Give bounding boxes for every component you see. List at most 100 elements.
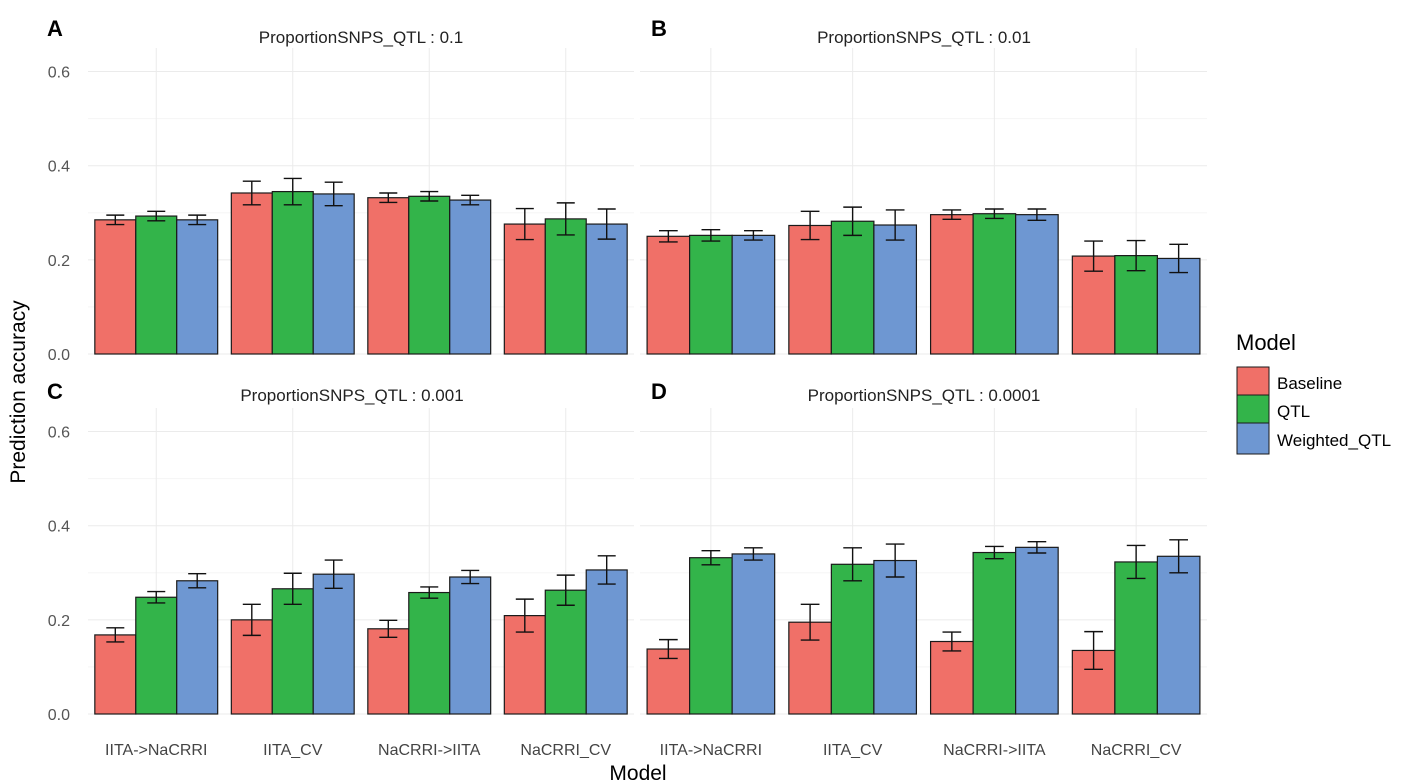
error-bar-baseline-nacrri-cv xyxy=(515,598,534,633)
y-tick-label: 0.2 xyxy=(48,613,70,630)
y-tick-label: 0.6 xyxy=(48,65,70,82)
error-bar-weighted-qtl-nacrri-iita xyxy=(1027,540,1047,554)
panel-title: ProportionSNPS_QTL : 0.1 xyxy=(259,28,463,47)
error-bar-baseline-nacrri-iita xyxy=(379,619,398,638)
error-bar-baseline-iita-cv xyxy=(800,210,820,241)
x-tick-label: IITA->NaCRRI xyxy=(660,742,762,759)
error-bar-qtl-iita-cv xyxy=(283,177,302,206)
bar-weighted-qtl-iita-cv xyxy=(873,559,918,715)
error-bar-weighted-qtl-nacrri-iita xyxy=(461,194,480,206)
bar-qtl-iita-nacrri xyxy=(689,234,733,355)
error-bar-baseline-nacrri-iita xyxy=(379,192,398,204)
x-tick-label: IITA_CV xyxy=(823,742,883,759)
error-bar-baseline-iita-cv xyxy=(242,180,261,206)
bar-baseline-nacrri-iita xyxy=(367,197,410,355)
error-bar-baseline-nacrri-iita xyxy=(942,631,962,652)
bar-qtl-nacrri-iita xyxy=(972,551,1017,715)
error-bar-weighted-qtl-nacrri-iita xyxy=(1027,208,1047,222)
bar-qtl-nacrri-cv xyxy=(1114,255,1158,355)
error-bar-qtl-iita-nacrri xyxy=(147,590,166,604)
panel-title: ProportionSNPS_QTL : 0.001 xyxy=(240,386,463,405)
legend-entry-qtl: QTL xyxy=(1236,394,1310,427)
bar-qtl-nacrri-cv xyxy=(544,589,587,715)
error-bar-qtl-iita-cv xyxy=(843,547,862,582)
error-bar-weighted-qtl-iita-nacrri xyxy=(744,229,763,241)
error-bar-weighted-qtl-nacrri-cv xyxy=(1169,243,1189,274)
error-bar-weighted-qtl-iita-nacrri xyxy=(188,573,207,589)
x-tick-label: IITA_CV xyxy=(263,742,323,759)
bar-qtl-iita-nacrri xyxy=(135,215,178,355)
error-bar-qtl-iita-nacrri xyxy=(701,229,721,242)
panel-c: 0.0 0.2 0.4 0.6 IITA->NaCRRI IITA_CV NaCRRI->I… xyxy=(47,379,634,759)
bar-weighted-qtl-nacrri-cv xyxy=(1156,257,1201,355)
y-tick-label: 0.2 xyxy=(48,253,70,270)
error-bar-qtl-iita-cv xyxy=(843,206,862,237)
bar-qtl-nacrri-iita xyxy=(408,195,451,355)
error-bar-weighted-qtl-iita-nacrri xyxy=(744,547,763,561)
bar-qtl-iita-cv xyxy=(830,563,875,715)
panel-letter: C xyxy=(47,379,63,404)
legend-label-baseline: Baseline xyxy=(1277,374,1342,393)
x-tick-label: NaCRRI_CV xyxy=(520,742,611,759)
bar-baseline-nacrri-iita xyxy=(929,214,974,355)
bar-weighted-qtl-iita-nacrri xyxy=(176,580,219,715)
panel-letter: D xyxy=(651,379,667,404)
bar-weighted-qtl-nacrri-iita xyxy=(449,576,492,715)
error-bar-qtl-nacrri-cv xyxy=(556,574,575,606)
panel-a: 0.0 0.2 0.4 0.6 ProportionSNPS_QTL : 0.1 A xyxy=(47,16,634,364)
error-bar-baseline-iita-nacrri xyxy=(106,627,125,643)
error-bar-weighted-qtl-iita-cv xyxy=(885,543,905,578)
error-bar-baseline-iita-nacrri xyxy=(658,638,678,660)
error-bar-baseline-nacrri-cv xyxy=(1084,630,1103,670)
x-tick-label: NaCRRI->IITA xyxy=(943,742,1046,759)
bar-weighted-qtl-nacrri-cv xyxy=(1156,555,1201,715)
x-tick-label: NaCRRI_CV xyxy=(1091,742,1182,759)
error-bar-baseline-nacrri-cv xyxy=(1084,240,1103,272)
panel-d: IITA->NaCRRI IITA_CV NaCRRI->IITA NaCRRI_CV… xyxy=(640,379,1207,759)
bar-weighted-qtl-nacrri-iita xyxy=(1015,214,1059,355)
bar-weighted-qtl-iita-nacrri xyxy=(731,553,776,715)
bar-baseline-iita-cv xyxy=(230,192,273,355)
error-bar-qtl-nacrri-cv xyxy=(1126,239,1146,272)
error-bar-baseline-iita-cv xyxy=(242,603,261,637)
error-bar-weighted-qtl-iita-cv xyxy=(324,181,343,207)
legend: Model Baseline QTL Weighted_QTL xyxy=(1236,330,1391,455)
bar-baseline-iita-nacrri xyxy=(94,634,137,715)
bar-weighted-qtl-nacrri-cv xyxy=(585,223,628,355)
error-bar-qtl-nacrri-iita xyxy=(420,586,439,599)
legend-label-qtl: QTL xyxy=(1277,402,1310,421)
bar-baseline-iita-nacrri xyxy=(94,219,137,355)
error-bar-baseline-iita-cv xyxy=(800,603,820,641)
panel-letter: A xyxy=(47,16,63,41)
legend-entry-baseline: Baseline xyxy=(1236,366,1342,399)
bar-qtl-nacrri-iita xyxy=(408,591,451,715)
error-bar-qtl-iita-nacrri xyxy=(147,210,166,222)
error-bar-weighted-qtl-iita-cv xyxy=(885,209,905,241)
error-bar-baseline-nacrri-iita xyxy=(942,209,962,221)
error-bar-qtl-nacrri-iita xyxy=(985,545,1004,560)
bar-baseline-iita-nacrri xyxy=(646,235,691,355)
panels-group: 0.0 0.2 0.4 0.6 ProportionSNPS_QTL : 0.1 A Pro… xyxy=(47,16,1207,759)
x-axis-title: Model xyxy=(609,762,666,784)
bar-weighted-qtl-iita-cv xyxy=(312,193,355,355)
error-bar-qtl-nacrri-cv xyxy=(556,202,575,236)
panel-title: ProportionSNPS_QTL : 0.01 xyxy=(817,28,1031,47)
bar-qtl-nacrri-cv xyxy=(1114,561,1158,715)
error-bar-weighted-qtl-nacrri-cv xyxy=(1169,539,1189,574)
y-tick-label: 0.4 xyxy=(48,159,70,176)
y-tick-label: 0.6 xyxy=(48,425,70,442)
bar-weighted-qtl-nacrri-cv xyxy=(585,569,628,715)
bar-qtl-iita-nacrri xyxy=(135,596,178,715)
error-bar-qtl-nacrri-iita xyxy=(985,208,1004,220)
x-tick-label: IITA->NaCRRI xyxy=(105,742,207,759)
error-bar-weighted-qtl-nacrri-cv xyxy=(597,208,616,240)
bar-qtl-iita-cv xyxy=(271,190,314,355)
error-bar-weighted-qtl-iita-nacrri xyxy=(188,214,207,226)
legend-swatch-qtl xyxy=(1236,394,1270,427)
error-bar-qtl-nacrri-iita xyxy=(420,190,439,202)
y-tick-label: 0.0 xyxy=(48,707,70,724)
bar-baseline-iita-cv xyxy=(788,224,832,355)
y-tick-label: 0.0 xyxy=(48,347,70,364)
error-bar-qtl-nacrri-cv xyxy=(1126,544,1146,580)
